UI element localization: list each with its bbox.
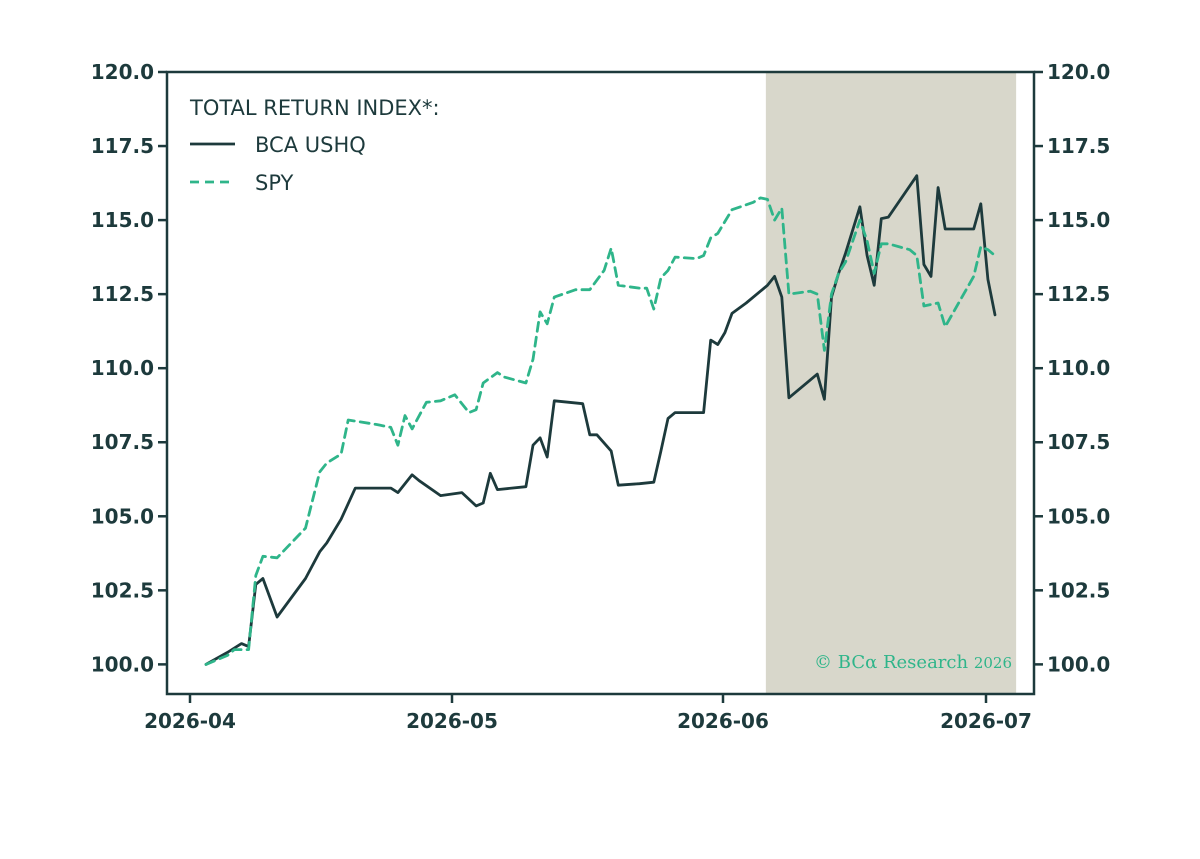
y-tick-label-left: 117.5 (91, 134, 154, 158)
y-tick-label-right: 105.0 (1047, 504, 1110, 528)
y-tick-label-left: 105.0 (91, 504, 154, 528)
series-line-bca-ushq (204, 174, 997, 666)
axis-layer: 100.0 100.0 102.5 102.5 105.0 105.0 107.5 107.5… (91, 60, 1111, 733)
y-tick-label-left: 115.0 (91, 208, 154, 232)
x-tick-label: 2026-04 (144, 709, 236, 733)
y-tick-label-right: 102.5 (1047, 578, 1110, 602)
y-tick-label-right: 100.0 (1047, 652, 1110, 676)
watermark-year: 2026 (974, 654, 1012, 672)
x-tick-label: 2026-06 (677, 709, 769, 733)
legend-label-spy: SPY (255, 171, 294, 195)
y-tick-label-left: 107.5 (91, 430, 154, 454)
x-tick-label: 2026-07 (940, 709, 1032, 733)
copyright-watermark: © BCα Research 2026 (814, 652, 1012, 673)
x-tick-label: 2026-05 (406, 709, 498, 733)
watermark-prefix: © BC (814, 652, 865, 673)
y-tick-label-right: 117.5 (1047, 134, 1110, 158)
y-tick-label-left: 112.5 (91, 282, 154, 306)
series-layer (204, 174, 997, 666)
y-tick-label-right: 110.0 (1047, 356, 1110, 380)
watermark-alpha: α (865, 652, 877, 673)
y-tick-label-right: 120.0 (1047, 60, 1110, 84)
shaded-region (765, 72, 1017, 694)
y-tick-label-left: 102.5 (91, 578, 154, 602)
y-tick-label-left: 120.0 (91, 60, 154, 84)
y-tick-label-right: 107.5 (1047, 430, 1110, 454)
series-line-spy (204, 196, 997, 666)
legend-title: TOTAL RETURN INDEX*: (189, 96, 440, 120)
y-tick-label-left: 110.0 (91, 356, 154, 380)
y-tick-label-left: 100.0 (91, 652, 154, 676)
watermark-suffix: Research (877, 652, 974, 673)
legend: TOTAL RETURN INDEX*: BCA USHQ SPY (189, 96, 440, 195)
plot-frame (165, 70, 1036, 696)
legend-label-bca-ushq: BCA USHQ (255, 133, 366, 157)
y-tick-label-right: 112.5 (1047, 282, 1110, 306)
y-tick-label-right: 115.0 (1047, 208, 1110, 232)
